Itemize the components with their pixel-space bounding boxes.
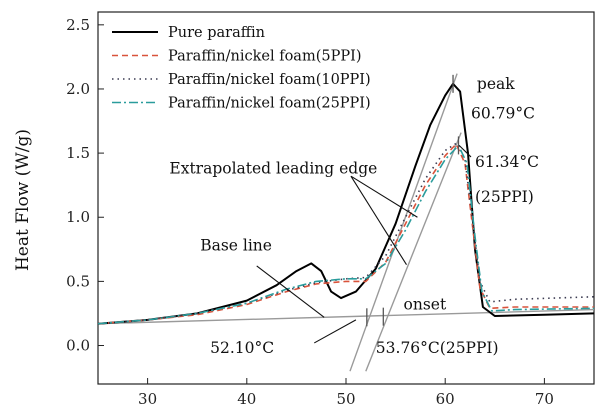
guide-lines [97, 73, 595, 372]
annotation-text: 60.79°C [471, 105, 535, 123]
x-tick-label: 40 [237, 390, 256, 408]
series-line-3 [97, 142, 595, 325]
annotation-arrow-4 [313, 319, 357, 344]
annotation-text: peak [477, 75, 515, 93]
series-line-2 [97, 143, 594, 325]
legend-label: Paraffin/nickel foam(10PPI) [168, 72, 371, 88]
plot-area [97, 11, 595, 385]
y-tick-label: 2.5 [66, 16, 90, 34]
x-tick-label: 70 [535, 390, 554, 408]
x-axis: 30 40 50 60 70 [138, 378, 554, 408]
y-tick-label: 1.0 [66, 208, 90, 226]
annotation-arrows [256, 145, 472, 344]
annotations: peak 60.79°C 61.34°C (25PPI) Extrapolated le… [169, 75, 539, 357]
legend-label: Paraffin/nickel foam(25PPI) [168, 96, 371, 112]
x-tick-label: 30 [138, 390, 157, 408]
y-tick-label: 0.5 [66, 272, 90, 290]
annotation-text: 53.76°C(25PPI) [376, 339, 499, 357]
y-tick-label: 0.0 [66, 337, 90, 355]
markers [366, 74, 460, 327]
series-layer [97, 82, 595, 325]
y-tick-label: 1.5 [66, 144, 90, 162]
annotation-arrow-1 [350, 175, 418, 218]
annotation-arrow-5 [458, 145, 472, 158]
legend-label: Pure paraffin [168, 25, 265, 41]
legend: Pure paraffin Paraffin/nickel foam(5PPI) P… [112, 25, 371, 112]
annotation-arrow-3 [256, 265, 325, 318]
legend-label: Paraffin/nickel foam(5PPI) [168, 49, 361, 65]
y-tick-label: 2.0 [66, 80, 90, 98]
guide-leading-edge-25ppi [365, 132, 462, 372]
annotation-text: Extrapolated leading edge [169, 160, 377, 178]
y-axis-label: Heat Flow (W/g) [13, 129, 33, 271]
y-axis: 0.0 0.5 1.0 1.5 2.0 2.5 [66, 16, 104, 355]
annotation-text: 52.10°C [210, 339, 274, 357]
guide-base-line [97, 308, 595, 325]
annotation-text: 61.34°C [475, 153, 539, 171]
series-line-4 [97, 144, 595, 325]
x-tick-label: 60 [436, 390, 455, 408]
guide-leading-edge-pure [349, 73, 458, 372]
annotation-text: onset [404, 296, 447, 314]
annotation-arrow-2 [350, 175, 407, 265]
annotation-text: (25PPI) [475, 188, 534, 206]
x-tick-label: 50 [336, 390, 355, 408]
annotation-text: Base line [200, 237, 272, 255]
